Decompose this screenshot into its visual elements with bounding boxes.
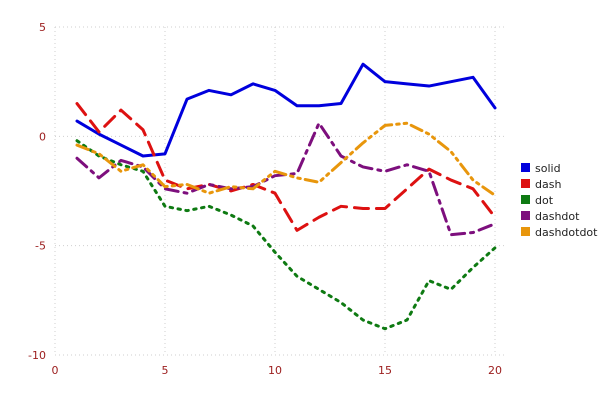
legend-label-dashdot: dashdot — [535, 210, 580, 223]
legend-label-dash: dash — [535, 178, 561, 191]
x-tick-label: 10 — [268, 364, 282, 377]
x-tick-label: 15 — [378, 364, 392, 377]
x-tick-label: 20 — [488, 364, 502, 377]
series-line-dashdot — [75, 121, 497, 237]
x-tick-label: 0 — [52, 364, 59, 377]
x-tick-label: 5 — [162, 364, 169, 377]
series-line-dashdotdot — [75, 121, 497, 197]
legend-swatch-dot — [521, 195, 530, 204]
y-tick-label: -5 — [35, 240, 46, 253]
legend-swatch-dash — [521, 179, 530, 188]
legend-swatch-dashdot — [521, 211, 530, 220]
series-line-dot — [75, 139, 497, 331]
legend-label-solid: solid — [535, 162, 561, 175]
y-tick-label: -10 — [28, 349, 46, 362]
legend-swatch-solid — [521, 163, 530, 172]
legend-label-dot: dot — [535, 194, 554, 207]
series-line-dash — [75, 102, 497, 232]
legend-swatch-dashdotdot — [521, 227, 530, 236]
y-tick-label: 5 — [39, 21, 46, 34]
series-line-solid — [75, 62, 497, 158]
y-tick-label: 0 — [39, 130, 46, 143]
legend-label-dashdotdot: dashdotdot — [535, 226, 598, 239]
